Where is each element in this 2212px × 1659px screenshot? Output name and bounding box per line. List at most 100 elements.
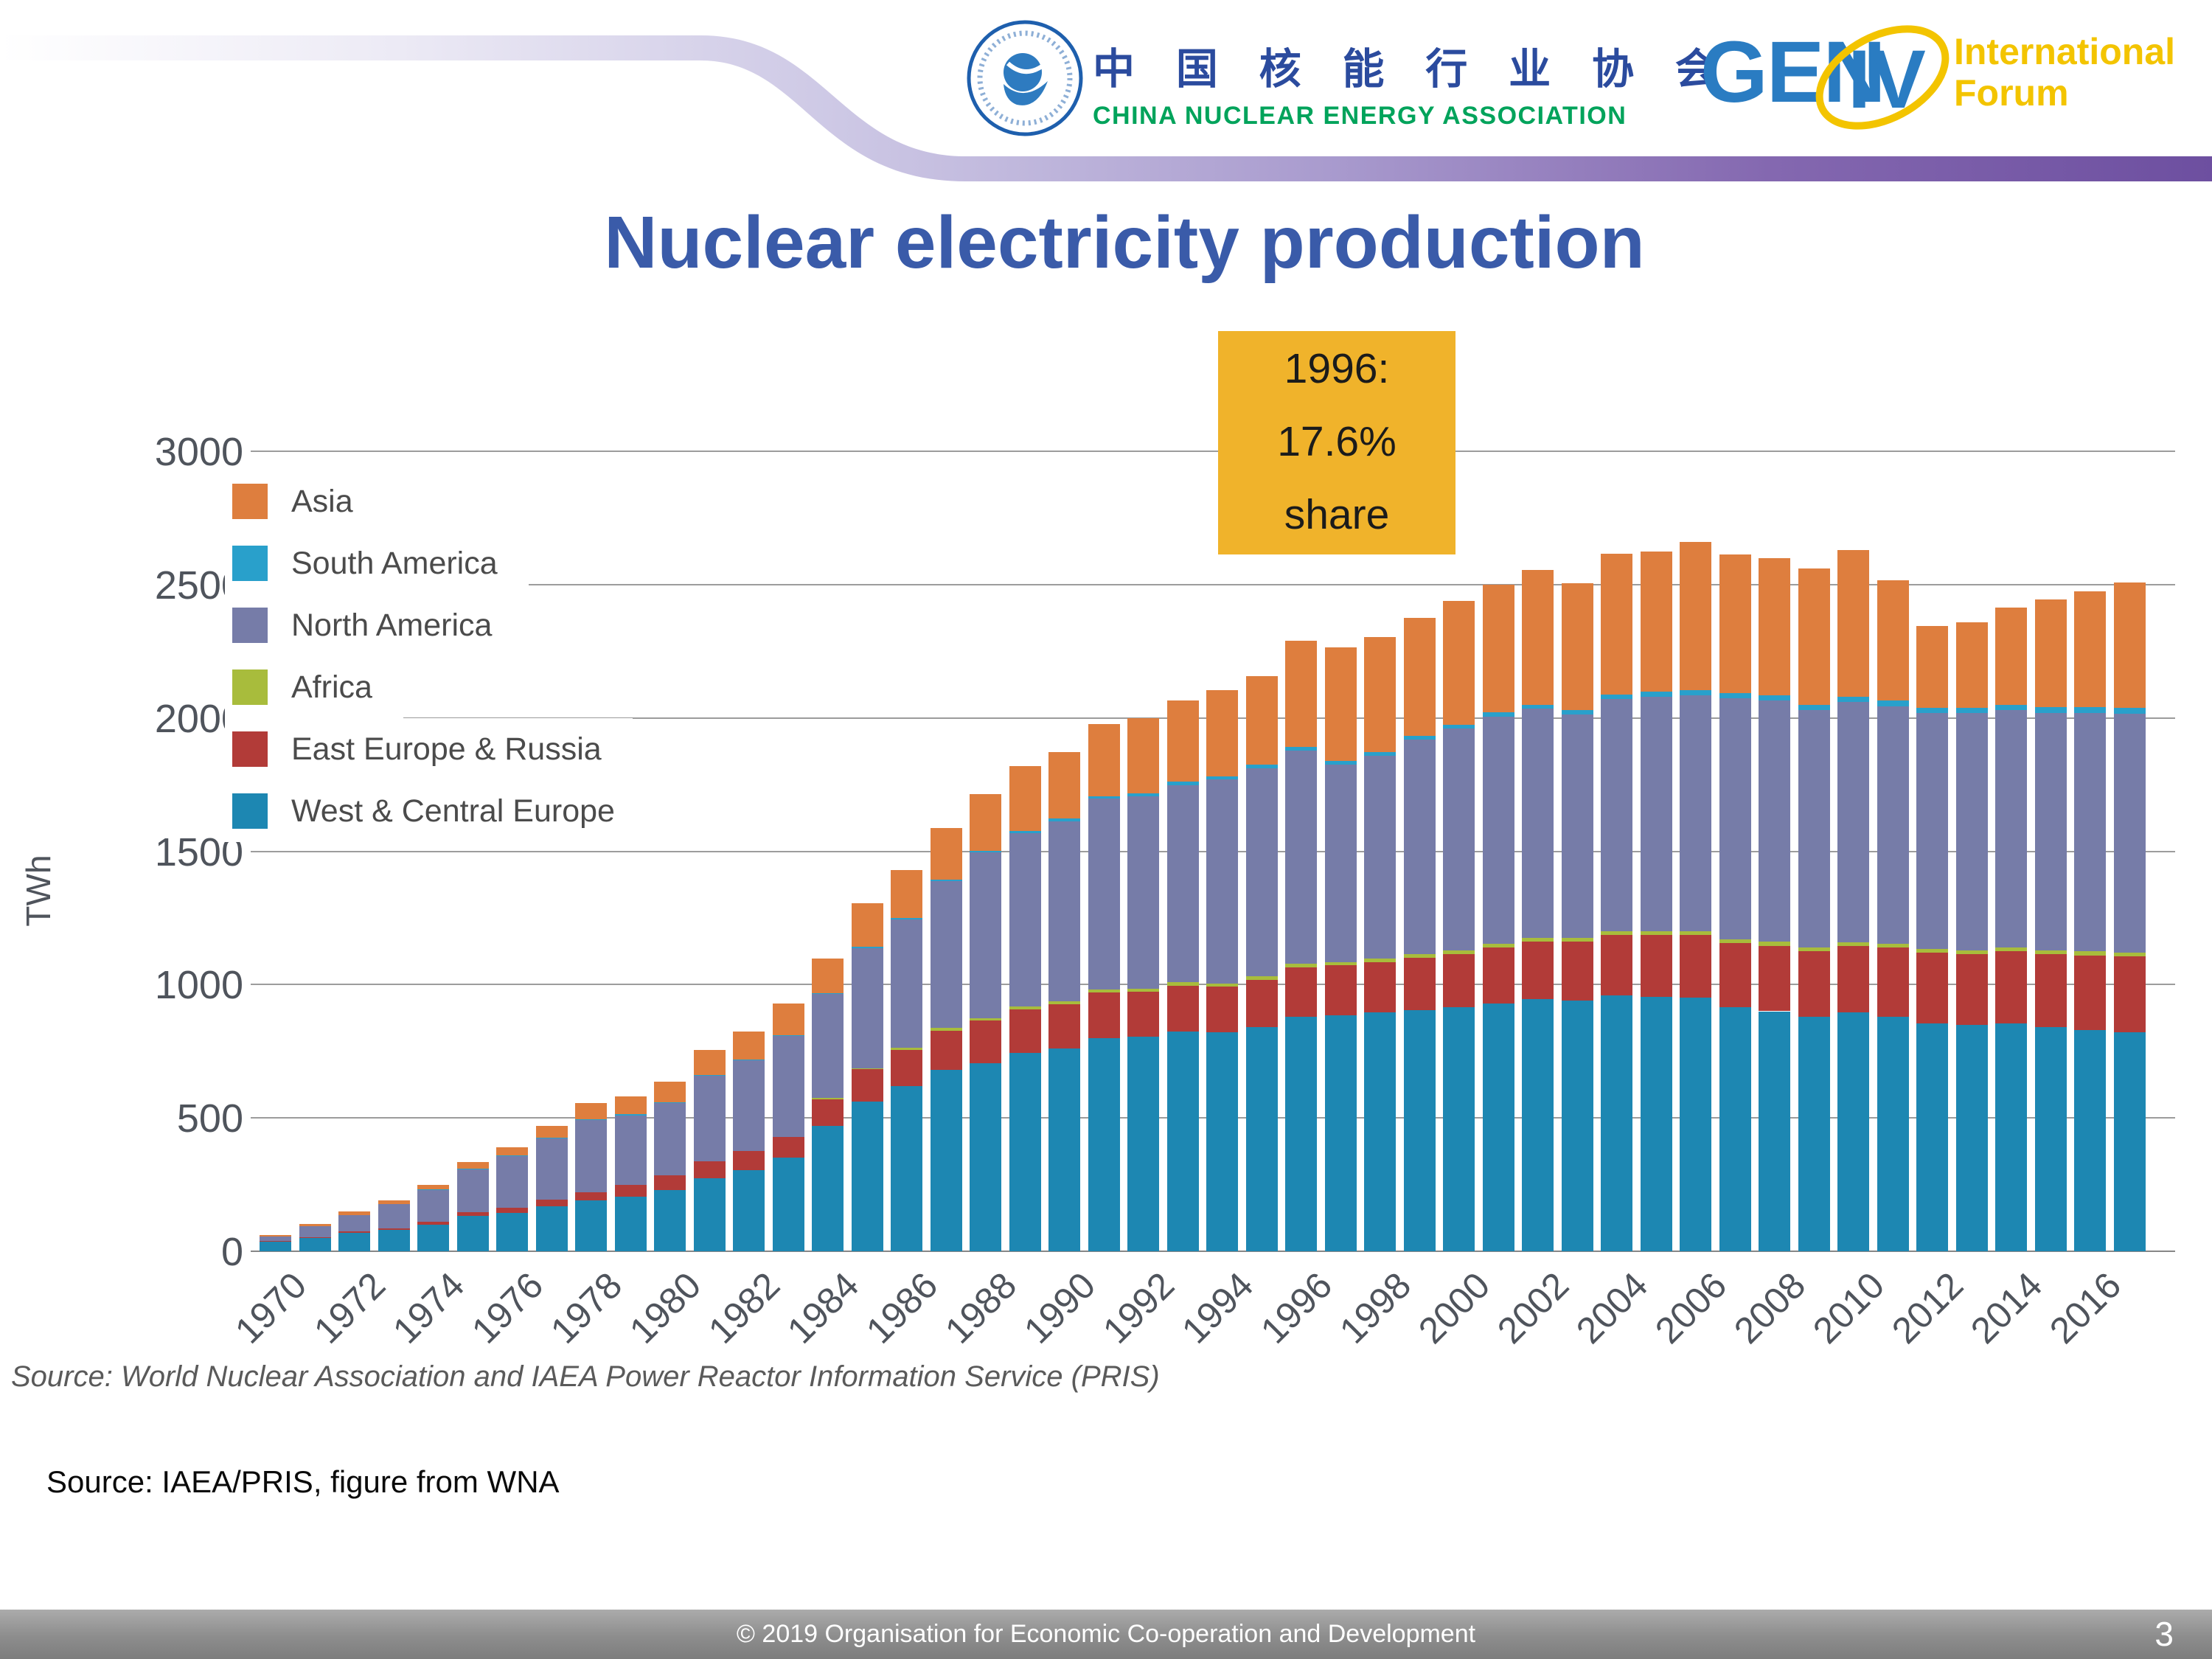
bar-segment-1992-asia — [1127, 718, 1159, 794]
y-tick-label-2000: 2000 — [154, 696, 243, 741]
bar-segment-1982-asia — [733, 1031, 765, 1060]
bar-segment-1988-west-central-europe — [970, 1063, 1001, 1251]
bar-segment-2006-north-america — [1680, 695, 1711, 931]
bar-segment-1972-asia — [338, 1211, 370, 1215]
legend-label: South America — [291, 545, 498, 581]
gen-iv-logo-wordmark: International Forum — [1954, 31, 2175, 114]
bar-segment-1998-north-america — [1364, 756, 1396, 959]
bar-segment-1990-north-america — [1048, 821, 1080, 1001]
bar-segment-2003-east-europe-russia — [1561, 942, 1593, 1001]
bar-segment-1979-west-central-europe — [614, 1196, 647, 1251]
bar-segment-2014-east-europe-russia — [1995, 951, 2027, 1023]
bar-segment-2002-africa — [1522, 938, 1554, 942]
bar-segment-2003-south-america — [1561, 709, 1593, 714]
bar-segment-1983-north-america — [772, 1035, 804, 1138]
footer-page-number: 3 — [2154, 1615, 2174, 1653]
bar-segment-2012-africa — [1916, 949, 1948, 953]
legend-item-north-america: North America — [225, 594, 524, 656]
legend-label: North America — [291, 607, 493, 643]
bar-segment-1985-east-europe-russia — [851, 1069, 883, 1102]
bar-segment-1995-north-america — [1245, 768, 1278, 977]
bar-segment-2011-west-central-europe — [1877, 1016, 1909, 1251]
bar-segment-1988-east-europe-russia — [970, 1020, 1001, 1064]
bar-segment-1991-north-america — [1088, 799, 1120, 990]
bar-segment-1984-africa — [812, 1098, 844, 1099]
bar-segment-1988-africa — [970, 1018, 1001, 1021]
legend-item-asia: Asia — [225, 470, 384, 532]
bar-segment-2004-west-central-europe — [1601, 995, 1632, 1251]
bar-segment-2007-east-europe-russia — [1719, 943, 1751, 1008]
bar-segment-2012-south-america — [1916, 707, 1948, 714]
bar-segment-2001-asia — [1482, 584, 1514, 713]
bar-segment-2000-south-america — [1443, 725, 1475, 729]
bar-segment-1976-north-america — [496, 1155, 528, 1208]
bar-segment-1986-asia — [891, 869, 922, 919]
bar-segment-1997-south-america — [1324, 760, 1357, 765]
bar-segment-2012-east-europe-russia — [1916, 952, 1948, 1023]
bar-segment-1983-west-central-europe — [772, 1158, 804, 1251]
bar-segment-1973-west-central-europe — [378, 1230, 410, 1251]
bar-segment-2003-africa — [1561, 938, 1593, 942]
bar-segment-1989-south-america — [1009, 830, 1041, 833]
bar-segment-2014-africa — [1995, 947, 2027, 952]
bar-segment-1970-east-europe-russia — [260, 1240, 291, 1242]
legend-swatch — [232, 669, 268, 705]
callout-1996-share: 1996: 17.6% share — [1218, 331, 1455, 554]
bar-segment-1989-west-central-europe — [1009, 1052, 1041, 1251]
bar-segment-1995-south-america — [1245, 765, 1278, 768]
bar-segment-1993-east-europe-russia — [1166, 986, 1199, 1032]
bar-segment-2006-east-europe-russia — [1680, 935, 1711, 998]
legend-swatch — [232, 608, 268, 643]
bar-segment-2013-east-europe-russia — [1955, 953, 1988, 1025]
bar-segment-1980-west-central-europe — [654, 1189, 686, 1251]
legend-swatch — [232, 484, 268, 519]
bar-segment-2011-africa — [1877, 943, 1909, 947]
gen-iv-logo-iv-text: IV — [1848, 33, 1926, 125]
bar-segment-1993-asia — [1166, 700, 1199, 782]
bar-segment-1973-asia — [378, 1200, 410, 1205]
gen-iv-logo-orbit: IV — [1815, 25, 1950, 130]
bar-segment-1995-west-central-europe — [1245, 1027, 1278, 1251]
bar-segment-2007-africa — [1719, 939, 1751, 944]
bar-segment-2003-west-central-europe — [1561, 1001, 1593, 1251]
bar-segment-1975-north-america — [456, 1169, 489, 1212]
bar-segment-2006-west-central-europe — [1680, 998, 1711, 1251]
bar-segment-2014-south-america — [1995, 704, 2027, 711]
bar-segment-2001-africa — [1482, 943, 1514, 947]
bar-segment-1985-north-america — [851, 947, 883, 1068]
bar-segment-1976-west-central-europe — [496, 1212, 528, 1251]
bar-segment-2015-north-america — [2034, 713, 2067, 951]
bar-segment-2012-north-america — [1916, 713, 1948, 950]
bar-segment-2008-asia — [1759, 557, 1790, 695]
bar-segment-1980-south-america — [654, 1102, 686, 1104]
callout-line-2: 17.6% — [1277, 418, 1397, 465]
bar-segment-1986-south-america — [891, 918, 922, 920]
bar-segment-1989-asia — [1009, 766, 1041, 831]
bar-segment-1997-africa — [1324, 961, 1357, 966]
bar-segment-1971-north-america — [299, 1226, 331, 1237]
bar-segment-1991-east-europe-russia — [1088, 992, 1120, 1038]
gen-iv-logo-gen-text: GEN — [1700, 24, 1886, 121]
bar-segment-1986-west-central-europe — [891, 1085, 922, 1251]
bar-segment-1991-africa — [1088, 989, 1120, 993]
bar-segment-1974-asia — [417, 1184, 449, 1190]
bar-segment-1998-west-central-europe — [1364, 1012, 1396, 1251]
legend-item-south-america: South America — [225, 532, 529, 594]
y-tick-label-3000: 3000 — [154, 430, 243, 474]
legend-item-east-europe-russia: East Europe & Russia — [225, 718, 633, 780]
bar-segment-2002-east-europe-russia — [1522, 942, 1554, 1000]
bar-segment-2013-west-central-europe — [1955, 1024, 1988, 1251]
bar-segment-2009-west-central-europe — [1798, 1016, 1830, 1251]
legend-item-africa: Africa — [225, 656, 403, 718]
bar-segment-2000-east-europe-russia — [1443, 953, 1475, 1008]
legend-label: Africa — [291, 669, 372, 705]
bar-segment-1984-west-central-europe — [812, 1126, 844, 1251]
bar-segment-2004-asia — [1601, 553, 1632, 695]
bar-segment-2003-north-america — [1561, 714, 1593, 939]
bar-segment-2013-africa — [1955, 950, 1988, 954]
bar-segment-1971-west-central-europe — [299, 1237, 331, 1251]
bar-segment-2004-east-europe-russia — [1601, 935, 1632, 995]
bar-segment-1978-west-central-europe — [575, 1200, 607, 1251]
bar-segment-1976-east-europe-russia — [496, 1208, 528, 1213]
bar-segment-1999-north-america — [1403, 739, 1436, 955]
